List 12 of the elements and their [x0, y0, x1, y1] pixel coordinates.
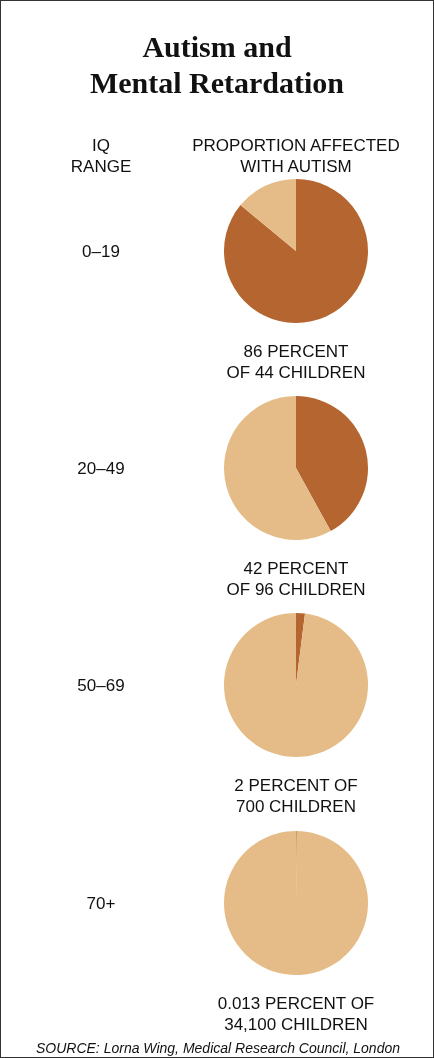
text: 70+ — [86, 893, 116, 913]
text: 86 PERCENT OF 44 CHILDREN — [226, 342, 366, 382]
text: 0.013 PERCENT OF 34,100 CHILDREN — [217, 994, 375, 1034]
text: 2 PERCENT OF 700 CHILDREN — [234, 776, 358, 816]
text: IQ RANGE — [70, 136, 132, 176]
source-note: SOURCE: Lorna Wing, Medical Research Council, London — [35, 1040, 401, 1056]
text: 0–19 — [82, 241, 120, 261]
chart-title: Autism and Mental Retardation — [89, 29, 345, 99]
text: 50–69 — [77, 675, 125, 695]
text: 20–49 — [77, 458, 125, 478]
text: 42 PERCENT OF 96 CHILDREN — [226, 559, 366, 599]
text: PROPORTION AFFECTED WITH AUTISM — [192, 136, 400, 176]
